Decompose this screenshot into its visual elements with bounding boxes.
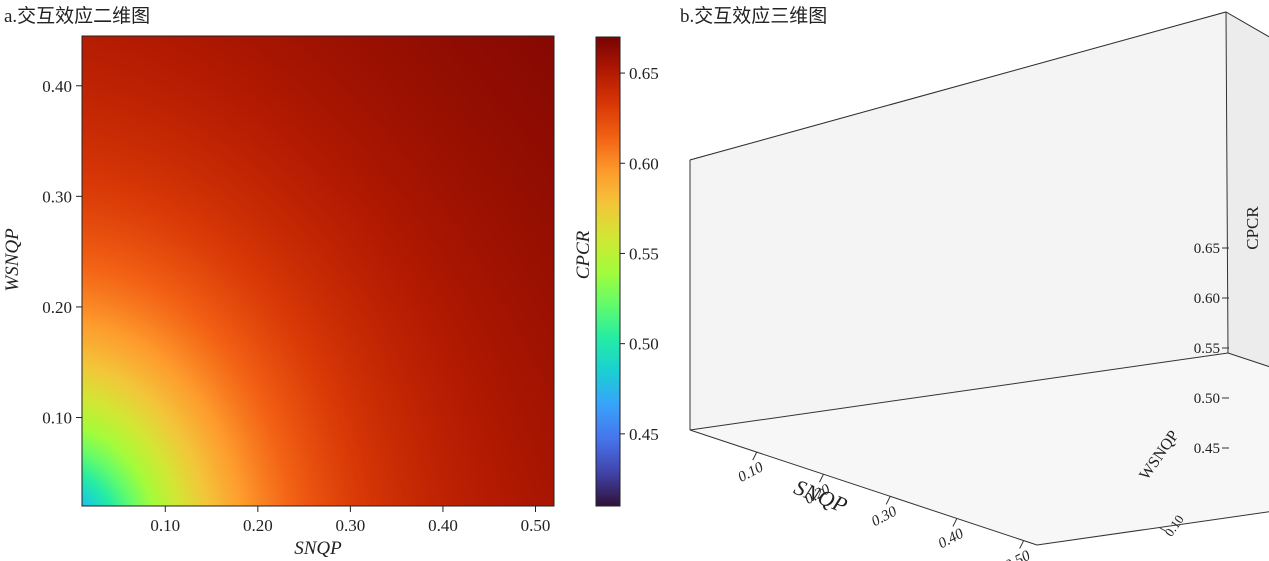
surface-z-label: CPCR bbox=[1243, 206, 1262, 250]
colorbar-ticks: 0.45 0.50 0.55 0.60 0.65 bbox=[620, 64, 659, 444]
surface-z-ticks: 0.45 0.50 0.55 0.60 0.65 bbox=[1194, 241, 1229, 457]
surface-title: b.交互效应三维图 bbox=[680, 5, 827, 27]
heatmap-x-tick-label: 0.20 bbox=[243, 516, 273, 535]
heatmap-frame bbox=[81, 35, 555, 507]
surface-z-tick-label: 0.60 bbox=[1194, 291, 1220, 307]
surface-x-tick-label: 0.30 bbox=[869, 503, 900, 530]
heatmap-y-tick-label: 0.30 bbox=[42, 187, 72, 206]
surface-x-tick bbox=[819, 474, 824, 483]
surface-x-tick bbox=[952, 518, 958, 527]
surface-y-tick bbox=[1159, 527, 1167, 532]
colorbar-tick-label: 0.60 bbox=[629, 154, 659, 173]
heatmap-x-tick-label: 0.30 bbox=[336, 516, 366, 535]
heatmap-x-ticks: 0.10 0.20 0.30 0.40 0.50 bbox=[150, 506, 550, 535]
colorbar-tick-label: 0.50 bbox=[629, 335, 659, 354]
heatmap-y-label: WSNQP bbox=[2, 228, 23, 292]
colorbar-tick-label: 0.65 bbox=[629, 64, 659, 83]
heatmap-x-tick-label: 0.50 bbox=[521, 516, 551, 535]
surface-x-tick bbox=[1019, 540, 1025, 549]
colorbar-tick-label: 0.55 bbox=[629, 244, 659, 263]
surface-z-tick-label: 0.45 bbox=[1194, 441, 1220, 457]
colorbar-tick-label: 0.45 bbox=[629, 425, 659, 444]
surface-axes-box bbox=[689, 11, 1269, 546]
heatmap-title: a.交互效应二维图 bbox=[4, 5, 150, 27]
surface-z-tick-label: 0.55 bbox=[1194, 341, 1220, 357]
heatmap-y-tick-label: 0.40 bbox=[42, 77, 72, 96]
surface-x-tick-label: 0.10 bbox=[736, 459, 767, 486]
surface-z-tick-label: 0.65 bbox=[1194, 241, 1220, 257]
heatmap-y-tick-label: 0.10 bbox=[42, 409, 72, 428]
surface-x-tick-label: 0.50 bbox=[1002, 548, 1033, 561]
surface-x-tick bbox=[885, 496, 891, 505]
surface-x-tick-label: 0.40 bbox=[936, 525, 967, 552]
surface-x-tick bbox=[752, 451, 758, 461]
heatmap-x-tick-label: 0.10 bbox=[150, 516, 180, 535]
heatmap-x-label: SNQP bbox=[294, 538, 342, 559]
colorbar-frame bbox=[595, 36, 621, 507]
surface-z-tick-label: 0.50 bbox=[1194, 391, 1220, 407]
heatmap-y-tick-label: 0.20 bbox=[42, 298, 72, 317]
heatmap-y-ticks: 0.10 0.20 0.30 0.40 bbox=[42, 77, 82, 428]
colorbar-label: CPCR bbox=[573, 230, 594, 279]
heatmap-x-tick-label: 0.40 bbox=[428, 516, 458, 535]
